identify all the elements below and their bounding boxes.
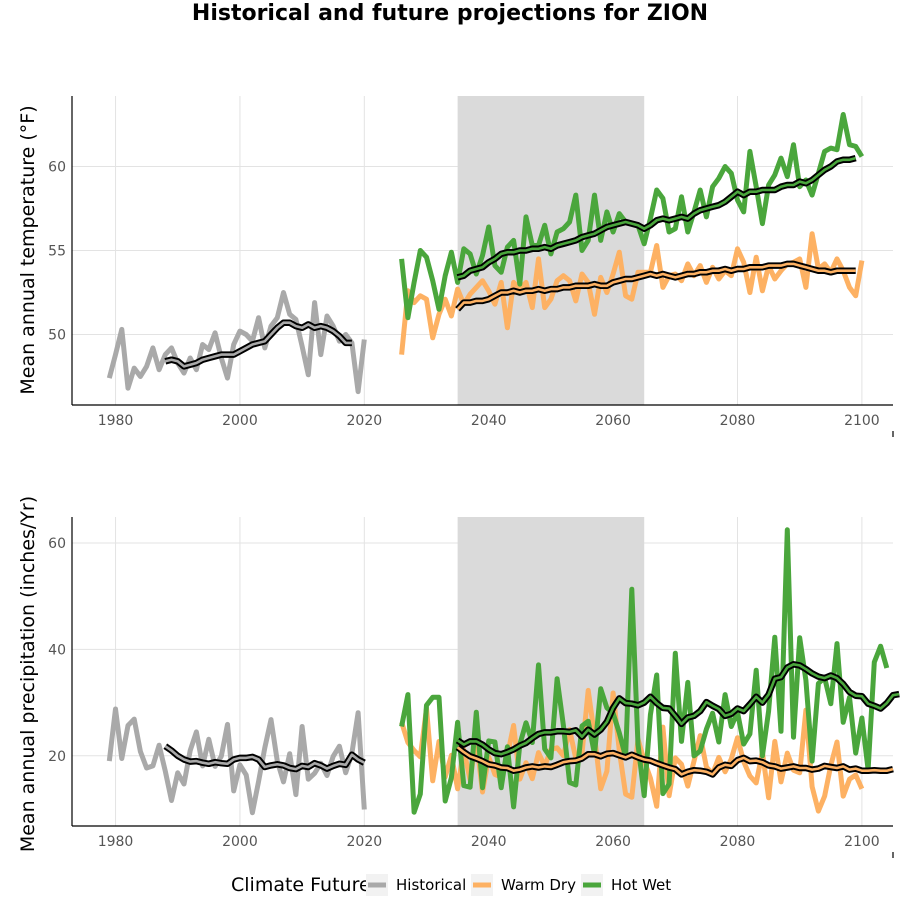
precipitation-x-tick-2100: 2100 [844,834,880,850]
legend-title: Climate Future [231,874,371,896]
precipitation-series-warm-dry-10-yr-mean [456,746,894,776]
temperature-x-tick-1980: 1980 [98,413,134,429]
precipitation-reference-period-band [457,517,645,826]
temperature-y-tick-55: 55 [48,244,66,260]
temperature-y-tick-50: 50 [48,327,66,343]
precipitation-x-tick-2080: 2080 [720,834,756,850]
legend-label-historical: Historical [396,876,466,894]
temperature-x-tick-2080: 2080 [720,413,756,429]
precipitation-x-tick-2060: 2060 [595,834,631,850]
temperature-y-axis-label: Mean annual temperature (°F) [17,105,39,394]
precipitation-y-tick-20: 20 [48,749,66,765]
temperature-x-tick-2100: 2100 [844,413,880,429]
precipitation-y-axis-label: Mean annual precipitation (inches/Yr) [17,496,39,852]
precipitation-y-tick-60: 60 [48,536,66,552]
legend: Climate Future Historical Warm Dry Hot W… [231,874,671,896]
legend-label-warm-dry: Warm Dry [501,876,576,894]
temperature-x-tick-2040: 2040 [471,413,507,429]
temperature-series-historical-10-yr-mean [164,321,352,368]
temperature-series-warm-dry-10-yr-mean [456,262,856,311]
temperature-series-hot-wet-10-yr-mean [457,156,857,279]
precipitation-x-tick-2000: 2000 [222,834,258,850]
precipitation-series-hot-wet [399,527,890,815]
precipitation-x-tick-1980: 1980 [98,834,134,850]
temperature-x-tick-2020: 2020 [347,413,383,429]
temperature-series-historical [106,290,367,395]
temperature-x-tick-2000: 2000 [222,413,258,429]
precipitation-series-hot-wet-10-yr-mean [456,662,900,756]
precipitation-x-tick-2020: 2020 [347,834,383,850]
precipitation-series-historical-10-yr-mean [164,745,365,771]
precipitation-x-tick-2040: 2040 [471,834,507,850]
legend-label-hot-wet: Hot Wet [611,876,671,894]
temperature-y-tick-60: 60 [48,160,66,176]
temperature-x-tick-2060: 2060 [595,413,631,429]
temperature-panel: 1980 2000 2020 2040 2060 2080 2100 50 55 60 [48,96,894,437]
precipitation-y-tick-40: 40 [48,642,66,658]
chart-title: Historical and future projections for ZI… [192,1,708,26]
